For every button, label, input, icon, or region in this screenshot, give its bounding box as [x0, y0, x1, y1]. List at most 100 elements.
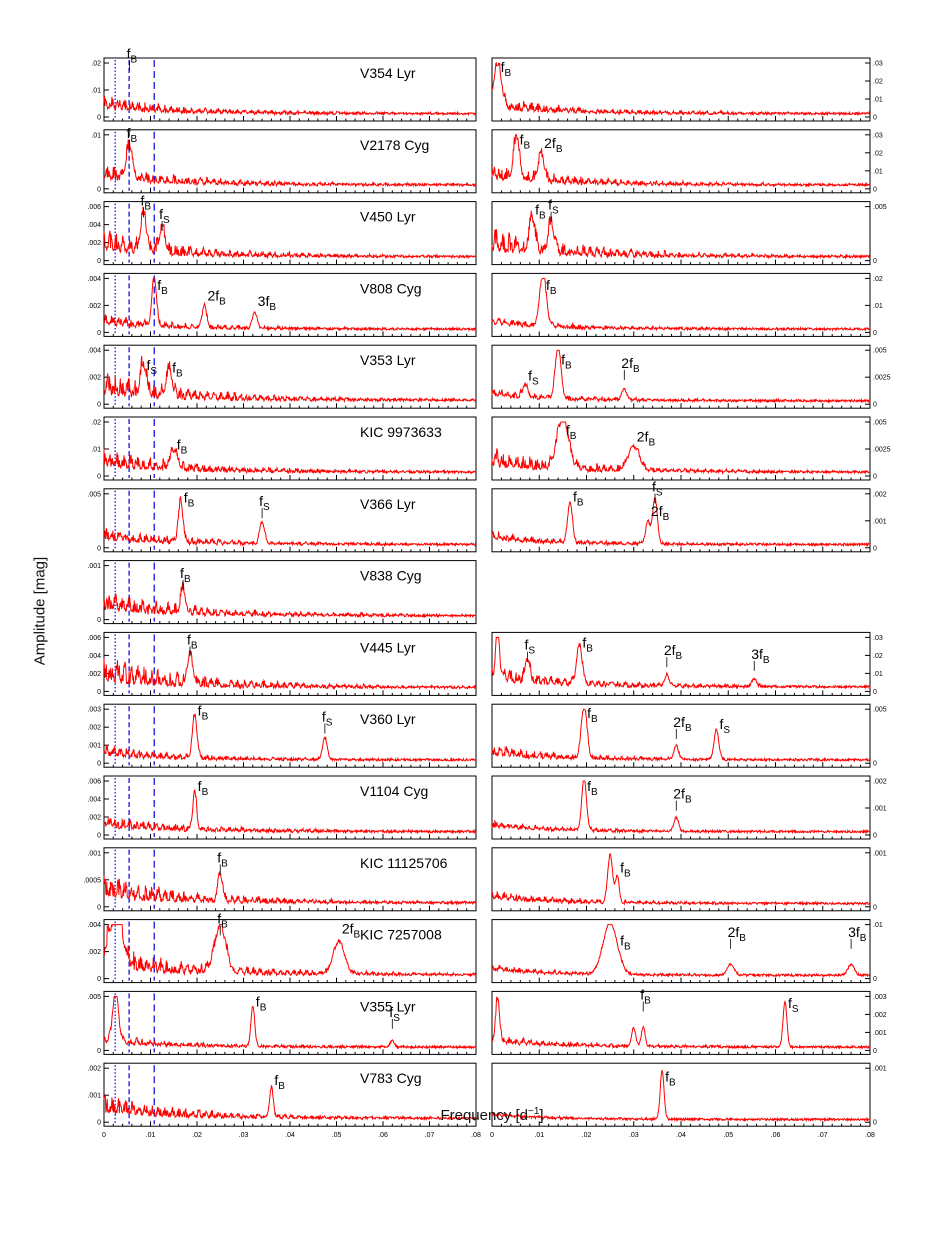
peak-label: fB	[198, 702, 209, 722]
y-tick-label: 0	[97, 115, 101, 122]
y-tick-label: .001	[87, 850, 101, 857]
peak-label-subscript: B	[591, 714, 598, 725]
peak-label-subscript: B	[221, 858, 228, 869]
peak-label-subscript: B	[269, 302, 276, 313]
y-tick-label: .001	[873, 1030, 887, 1037]
star-name: V360 Lyr	[360, 711, 416, 727]
right-panel: 0 .01 .02 fB	[491, 272, 883, 337]
left-panel: 0 .002 .004 fS fB V353 Lyr	[87, 344, 477, 409]
left-panel: 0 .01 fB V2178 Cyg	[91, 125, 477, 194]
peak-label-subscript: S	[552, 206, 559, 217]
y-tick-label: 0	[873, 186, 877, 193]
spectrum-line	[103, 924, 477, 978]
spectrum-line	[491, 210, 871, 260]
right-panel: 0 .001 fB	[491, 847, 887, 912]
spectrum-line	[491, 708, 871, 763]
peak-label: fB	[620, 933, 631, 953]
y-tick-label: 0	[97, 402, 101, 409]
left-panel: 0 .005 fB fS V366 Lyr	[87, 488, 477, 553]
y-tick-label: .002	[87, 240, 101, 247]
y-tick-label: .005	[87, 994, 101, 1001]
peak-label: fB	[217, 849, 228, 869]
panel-frame	[491, 344, 871, 409]
y-tick-label: 0	[97, 689, 101, 696]
panel-frame	[103, 703, 477, 768]
peak-label: fB	[157, 277, 168, 297]
peak-label: fB	[640, 987, 651, 1007]
x-axis-label: Frequency [d−1]	[440, 1106, 543, 1124]
panel-frame	[103, 990, 477, 1055]
peak-label-subscript: S	[723, 725, 730, 736]
x-tick-label: .06	[771, 1132, 781, 1139]
y-tick-label: .004	[87, 797, 101, 804]
peak-label: fB	[127, 125, 138, 145]
peak-label-subscript: B	[577, 498, 584, 509]
y-tick-label: .002	[873, 1012, 887, 1019]
peak-label-subscript: B	[586, 643, 593, 654]
y-tick-label: 0	[97, 904, 101, 911]
y-tick-label: .02	[873, 150, 883, 157]
y-tick-label: .005	[87, 491, 101, 498]
spectrum-line	[103, 581, 477, 619]
x-axis-label-end: ]	[539, 1107, 544, 1124]
x-tick-label: .03	[629, 1132, 639, 1139]
x-tick-label: .04	[676, 1132, 686, 1139]
peak-label-subscript: B	[130, 134, 137, 145]
peak-label: fB	[566, 422, 577, 442]
y-tick-label: 0	[873, 904, 877, 911]
peak-label-subscript: B	[860, 933, 867, 944]
spectrum-line	[103, 995, 477, 1050]
peak-label: fS	[159, 206, 170, 226]
right-panel: 0 .001 .002 .003 fB fS	[491, 987, 887, 1055]
panel-frame	[491, 201, 871, 266]
peak-label: fS	[389, 1004, 400, 1024]
y-tick-label: .004	[87, 222, 101, 229]
peak-label: fB	[187, 631, 198, 651]
y-tick-label: 0	[873, 330, 877, 337]
y-tick-label: .001	[87, 563, 101, 570]
peak-label-subscript: S	[263, 502, 270, 513]
y-tick-label: .01	[91, 447, 101, 454]
star-name: V783 Cyg	[360, 1070, 421, 1086]
y-tick-label: .002	[873, 779, 887, 786]
star-name: V353 Lyr	[360, 352, 416, 368]
y-tick-label: .02	[873, 276, 883, 283]
x-tick-label: .07	[425, 1132, 435, 1139]
peak-label-subscript: B	[570, 431, 577, 442]
peak-label: fS	[788, 995, 799, 1015]
spectrum-line	[103, 139, 477, 188]
y-tick-label: .03	[873, 61, 883, 68]
x-tick-label: .06	[378, 1132, 388, 1139]
y-tick-label: 0	[873, 474, 877, 481]
x-tick-label: .05	[723, 1132, 733, 1139]
peak-label: fS	[147, 357, 158, 377]
left-panel: 0 .002 .004 .006 fB V1104 Cyg	[87, 775, 477, 840]
y-tick-label: .002	[87, 949, 101, 956]
y-tick-label: .003	[87, 707, 101, 714]
y-tick-label: .005	[873, 420, 887, 427]
peak-label-subscript: B	[685, 795, 692, 806]
left-panel: 0 .001 .002 .003 fB fS V360 Lyr	[87, 702, 477, 768]
y-tick-label: .006	[87, 635, 101, 642]
peak-label-subscript: B	[260, 1002, 267, 1013]
peak-label-subscript: B	[130, 55, 137, 66]
peak-label-subscript: B	[202, 787, 209, 798]
spectrum-line	[103, 355, 477, 403]
peak-label: fS	[524, 637, 535, 657]
peak-label: fB	[665, 1068, 676, 1088]
peak-label: fS	[259, 493, 270, 513]
peak-label: fB	[217, 910, 228, 930]
y-tick-label: .01	[91, 132, 101, 139]
peak-label-subscript: B	[550, 286, 557, 297]
left-panel: 0 .01 .02 fB V354 Lyr	[91, 46, 477, 122]
spectrum-line	[103, 496, 477, 548]
y-tick-label: .005	[873, 348, 887, 355]
peak-label: fS	[322, 709, 333, 729]
peak-label-subscript: B	[191, 640, 198, 651]
peak-label: fS	[528, 368, 539, 388]
